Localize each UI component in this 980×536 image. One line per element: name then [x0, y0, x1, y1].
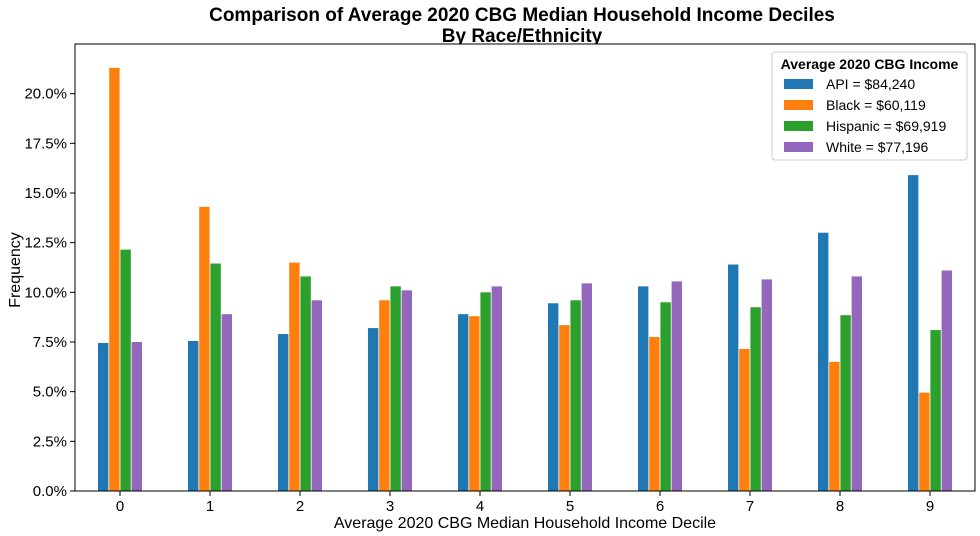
bar-series3-decile-6: [671, 281, 682, 491]
legend-label-0: API = $84,240: [826, 76, 915, 92]
x-tick-label-5: 5: [566, 498, 574, 515]
legend-swatch-1: [784, 100, 813, 110]
bar-series1-decile-6: [649, 337, 660, 491]
bar-series2-decile-6: [660, 302, 671, 491]
bar-series3-decile-8: [851, 276, 862, 491]
bar-series0-decile-4: [458, 314, 469, 491]
bar-series3-decile-7: [761, 279, 772, 491]
bar-series1-decile-7: [739, 348, 750, 491]
legend-box: [771, 51, 968, 161]
y-axis-label: Frequency: [7, 232, 24, 308]
y-tick-label-3: 7.5%: [33, 334, 67, 351]
y-tick-label-6: 15.0%: [24, 185, 67, 202]
y-tick-label-5: 12.5%: [24, 235, 67, 252]
x-tick-label-4: 4: [476, 498, 484, 515]
y-tick-label-4: 10.0%: [24, 284, 67, 301]
bar-series0-decile-1: [188, 341, 199, 491]
bar-series1-decile-4: [469, 316, 480, 491]
legend: Average 2020 CBG Income API = $84,240 Blac…: [771, 51, 968, 161]
legend-swatch-2: [784, 121, 813, 131]
y-tick-label-0: 0.0%: [33, 483, 67, 500]
bar-series2-decile-7: [750, 307, 761, 491]
bar-series0-decile-3: [368, 328, 379, 491]
x-tick-label-1: 1: [206, 498, 214, 515]
bar-series1-decile-9: [919, 392, 930, 491]
bar-series3-decile-0: [131, 342, 142, 491]
bar-series0-decile-2: [278, 334, 289, 491]
bar-series3-decile-4: [491, 286, 502, 491]
bar-series2-decile-8: [840, 315, 851, 491]
bar-series3-decile-2: [311, 300, 322, 491]
bar-series1-decile-1: [199, 206, 210, 491]
y-tick-label-1: 2.5%: [33, 433, 67, 450]
chart-title-line2: By Race/Ethnicity: [442, 26, 603, 47]
bar-series1-decile-2: [289, 262, 300, 491]
legend-label-3: White = $77,196: [826, 139, 929, 155]
bar-series2-decile-0: [120, 249, 131, 491]
x-tick-label-6: 6: [656, 498, 664, 515]
legend-title: Average 2020 CBG Income: [781, 56, 959, 72]
bar-series1-decile-8: [829, 361, 840, 491]
bar-series2-decile-3: [390, 286, 401, 491]
bar-series0-decile-7: [728, 264, 739, 491]
x-tick-label-3: 3: [386, 498, 394, 515]
bar-series2-decile-2: [300, 276, 311, 491]
y-tick-label-2: 5.0%: [33, 384, 67, 401]
legend-swatch-3: [784, 142, 813, 152]
x-tick-label-0: 0: [116, 498, 124, 515]
bar-series1-decile-5: [559, 325, 570, 491]
bar-series3-decile-9: [941, 270, 952, 491]
bar-series0-decile-5: [548, 303, 559, 491]
legend-label-1: Black = $60,119: [826, 97, 926, 113]
x-tick-label-2: 2: [296, 498, 304, 515]
x-axis-label: Average 2020 CBG Median Household Income…: [334, 515, 716, 532]
x-tick-label-8: 8: [836, 498, 844, 515]
bar-series1-decile-3: [379, 300, 390, 491]
bar-series3-decile-5: [581, 283, 592, 491]
x-tick-label-9: 9: [926, 498, 934, 515]
bar-series0-decile-0: [98, 342, 109, 491]
bar-series3-decile-3: [401, 290, 412, 491]
bar-series0-decile-8: [818, 232, 829, 491]
bar-series2-decile-9: [930, 330, 941, 491]
legend-label-2: Hispanic = $69,919: [826, 118, 946, 134]
y-tick-label-7: 17.5%: [24, 135, 67, 152]
bar-series0-decile-9: [908, 175, 919, 491]
y-tick-label-8: 20.0%: [24, 86, 67, 103]
legend-swatch-0: [784, 79, 813, 89]
chart-title-line1: Comparison of Average 2020 CBG Median Ho…: [209, 5, 835, 26]
bar-series2-decile-4: [480, 292, 491, 491]
bar-series2-decile-5: [570, 300, 581, 491]
bar-series1-decile-0: [109, 67, 120, 491]
bar-series0-decile-6: [638, 286, 649, 491]
bar-series3-decile-1: [221, 314, 232, 491]
bar-series2-decile-1: [210, 263, 221, 491]
x-tick-label-7: 7: [746, 498, 754, 515]
plot-frame: [74, 43, 976, 492]
